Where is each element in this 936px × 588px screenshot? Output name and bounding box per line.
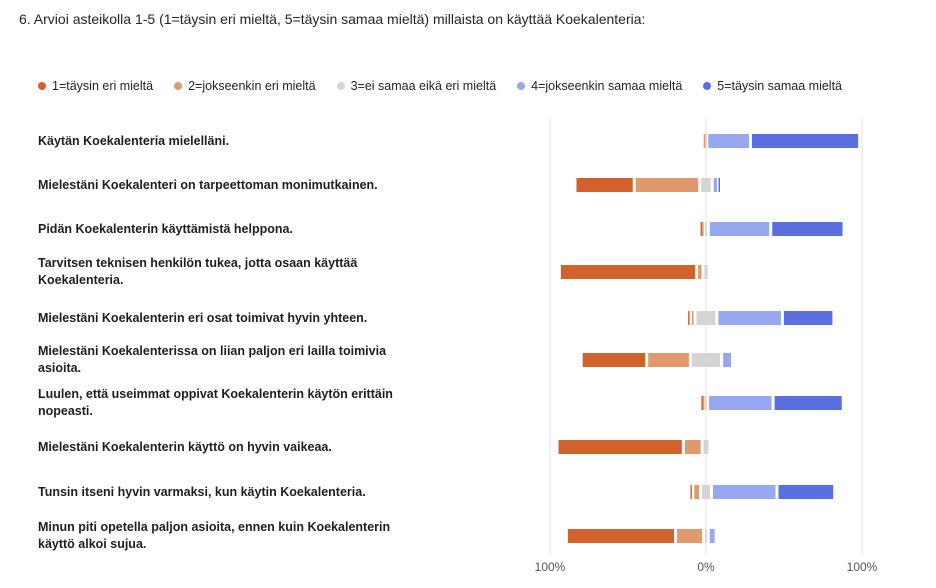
row-label: Mielestäni Koekalenterissa on liian palj… [38,344,387,375]
x-tick-label: 100% [847,560,878,574]
bar-row9-series3 [702,485,710,499]
bar-row3-series2 [702,222,704,236]
bar-row10-series1 [567,529,675,543]
row-label: Luulen, että useimmat oppivat Koekalente… [38,387,393,418]
question-title: 6. Arvioi asteikolla 1-5 (1=täysin eri m… [19,11,646,27]
legend-label: 5=täysin samaa mieltä [717,79,842,93]
bar-row6-series2 [648,353,689,367]
legend-swatch [517,82,526,90]
bar-row2-series4 [713,178,717,192]
row-label: Pidän Koekalenterin käyttämistä helppona… [38,221,293,236]
legend-label: 2=jokseenkin eri mieltä [188,79,316,93]
bar-row3-series4 [709,222,770,236]
legend-label: 1=täysin eri mieltä [52,79,154,93]
chart-legend: 1=täysin eri mieltä 2=jokseenkin eri miel… [38,79,863,93]
legend-item-4[interactable]: 4=jokseenkin samaa mieltä [517,79,682,93]
row-label: Mielestäni Koekalenterin eri osat toimiv… [38,310,368,325]
bar-row9-series2 [694,485,700,499]
bar-row10-series2 [677,529,703,543]
bar-row1-series4 [708,134,749,148]
bar-row9-series4 [712,485,776,499]
bar-row9-series1 [690,485,692,499]
bar-row1-series5 [751,134,859,148]
bar-row8-series2 [684,440,701,454]
bar-row7-series3 [705,396,707,410]
bar-row2-series2 [635,178,699,192]
row-label: Minun piti opetella paljon asioita, enne… [38,520,391,551]
bar-row8-series1 [558,440,682,454]
legend-item-3[interactable]: 3=ei samaa eikä eri mieltä [336,79,497,93]
bar-row3-series3 [705,222,707,236]
legend-item-1[interactable]: 1=täysin eri mieltä [38,79,153,93]
bar-row6-series4 [723,353,732,367]
legend-label: 3=ei samaa eikä eri mieltä [350,79,497,93]
bar-row2-series3 [701,178,711,192]
legend-item-2[interactable]: 2=jokseenkin eri mieltä [174,79,316,93]
legend-swatch [336,82,345,90]
legend-swatch [703,82,712,90]
bar-row2-series5 [718,178,721,192]
row-label: Tarvitsen teknisen henkilön tukea, jotta… [38,256,358,287]
legend-swatch [174,82,183,90]
bar-row9-series5 [778,485,834,499]
bar-row3-series5 [772,222,843,236]
legend-swatch [38,82,46,90]
bar-row4-series2 [698,265,702,279]
bar-row5-series5 [783,311,833,325]
bar-row5-series1 [688,311,690,325]
legend-item-5[interactable]: 5=täysin samaa mieltä [703,79,842,93]
row-label: Mielestäni Koekalenteri on tarpeettoman … [38,177,378,192]
bar-row3-series1 [700,222,703,236]
bar-row1-series3 [705,134,707,148]
legend-label: 4=jokseenkin samaa mieltä [531,79,683,93]
bar-row2-series1 [576,178,633,192]
bar-row5-series4 [718,311,781,325]
bar-row6-series3 [691,353,721,367]
bar-row4-series3 [704,265,708,279]
row-label: Käytän Koekalenteria mielelläni. [38,133,230,148]
row-label: Tunsin itseni hyvin varmaksi, kun käytin… [38,484,366,499]
bar-row5-series3 [696,311,716,325]
bar-row7-series4 [709,396,772,410]
x-tick-label: 0% [697,560,715,574]
bar-row10-series4 [709,529,715,543]
bar-row7-series5 [774,396,842,410]
row-label: Mielestäni Koekalenterin käyttö on hyvin… [38,439,332,454]
bar-row10-series3 [705,529,707,543]
bar-row7-series1 [701,396,703,410]
bar-row1-series2 [703,134,706,148]
bar-row6-series1 [582,353,646,367]
x-tick-label: 100% [535,560,566,574]
bar-row8-series3 [703,440,709,454]
bar-row4-series1 [560,265,696,279]
bar-row7-series2 [702,396,705,410]
bar-row5-series2 [691,311,694,325]
